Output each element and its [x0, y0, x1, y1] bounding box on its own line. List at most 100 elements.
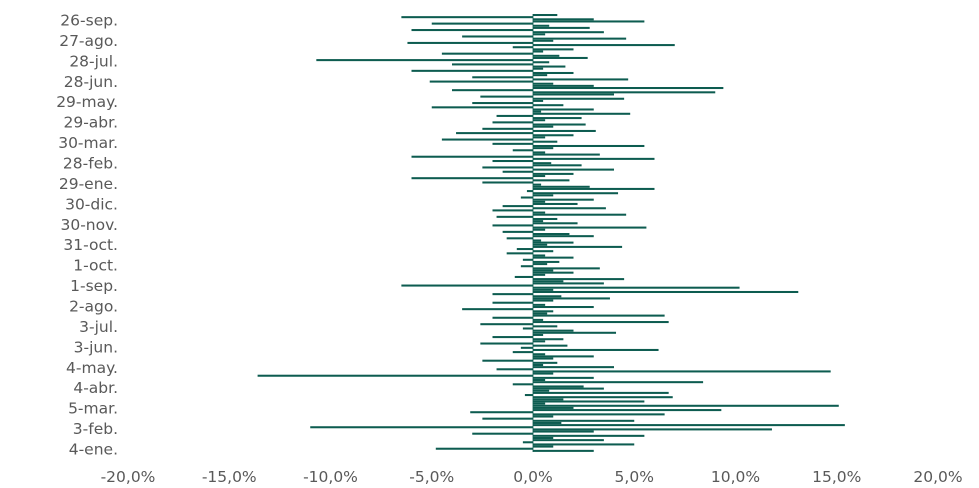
bar: [533, 119, 546, 122]
bar: [533, 288, 554, 291]
bar: [533, 439, 604, 442]
y-tick-label: 2-ago.: [69, 298, 118, 316]
bar: [533, 254, 546, 257]
bar: [496, 215, 533, 218]
bar: [533, 331, 617, 334]
bar: [482, 359, 533, 362]
y-tick-label: 1-oct.: [73, 257, 118, 275]
bar: [512, 149, 533, 152]
bar: [533, 381, 704, 384]
x-tick-label: 5,0%: [615, 468, 654, 486]
bar: [533, 278, 625, 281]
bar: [533, 33, 546, 36]
bar: [533, 282, 604, 285]
bar: [492, 209, 533, 212]
y-tick-label: 31-oct.: [63, 236, 118, 254]
bar: [533, 136, 546, 139]
bar: [533, 26, 590, 29]
bar: [533, 409, 722, 412]
bar: [533, 134, 574, 137]
bar: [533, 123, 586, 126]
y-tick-label: 27-ago.: [59, 32, 118, 50]
bar: [533, 144, 645, 148]
y-tick-label: 29-abr.: [63, 114, 118, 132]
bar: [533, 78, 629, 81]
bar: [482, 181, 533, 184]
bar: [533, 71, 574, 75]
bar: [533, 104, 564, 107]
y-tick-label: 30-mar.: [58, 134, 118, 152]
x-tick-label: 0,0%: [513, 468, 552, 486]
y-tick-label: 30-dic.: [65, 195, 118, 213]
bar: [533, 400, 645, 403]
bar: [533, 239, 542, 242]
bar: [533, 260, 560, 263]
bar: [492, 142, 533, 145]
bar: [533, 222, 578, 225]
bar: [533, 413, 665, 416]
bar: [533, 243, 548, 246]
bar: [533, 110, 542, 113]
bar: [533, 318, 544, 321]
y-tick-label: 3-feb.: [73, 420, 118, 438]
bar: [533, 235, 594, 238]
bar: [533, 54, 560, 57]
y-tick-label: 3-jun.: [74, 338, 118, 356]
bar: [512, 351, 533, 354]
bar: [533, 151, 546, 154]
bar: [533, 37, 627, 40]
bar: [482, 166, 533, 169]
bar: [452, 89, 533, 92]
bar: [533, 207, 606, 210]
bar: [533, 321, 669, 324]
bar: [533, 415, 554, 418]
bar: [533, 67, 544, 70]
bar: [533, 303, 546, 306]
bar: [533, 112, 631, 115]
bar: [492, 121, 533, 124]
bar: [429, 80, 533, 83]
bar: [533, 61, 550, 64]
bar: [533, 147, 554, 150]
bar: [470, 411, 533, 414]
bar: [533, 213, 627, 216]
bar: [533, 398, 564, 401]
bar: [462, 35, 533, 38]
bar: [435, 447, 533, 450]
bar: [533, 179, 570, 182]
bar: [482, 417, 533, 420]
bar: [533, 233, 570, 236]
bar: [514, 275, 533, 278]
bar: [533, 271, 574, 274]
bar: [533, 20, 645, 23]
bar: [533, 372, 554, 375]
bar: [533, 290, 799, 294]
x-tick-label: -15,0%: [202, 468, 257, 486]
bar: [533, 376, 594, 379]
y-tick-label: 4-may.: [66, 359, 118, 377]
bar: [533, 436, 554, 440]
bar: [533, 310, 554, 313]
bar: [533, 200, 546, 203]
bar: [533, 387, 604, 390]
bar: [492, 336, 533, 339]
bar: [533, 348, 659, 351]
bar: [522, 258, 533, 261]
bar: [441, 138, 533, 141]
bar: [533, 269, 554, 272]
bar: [502, 170, 533, 173]
bar: [401, 16, 533, 19]
bar: [533, 202, 578, 205]
y-tick-label: 29-may.: [56, 93, 118, 111]
bar: [533, 74, 548, 77]
bar: [533, 443, 635, 446]
bar: [533, 50, 544, 53]
bar: [533, 297, 610, 300]
bar: [533, 329, 574, 332]
bar: [533, 273, 546, 276]
bar: [533, 140, 558, 143]
bar: [472, 102, 533, 105]
bar: [533, 183, 542, 186]
bar: [533, 18, 594, 21]
bar: [533, 256, 574, 259]
